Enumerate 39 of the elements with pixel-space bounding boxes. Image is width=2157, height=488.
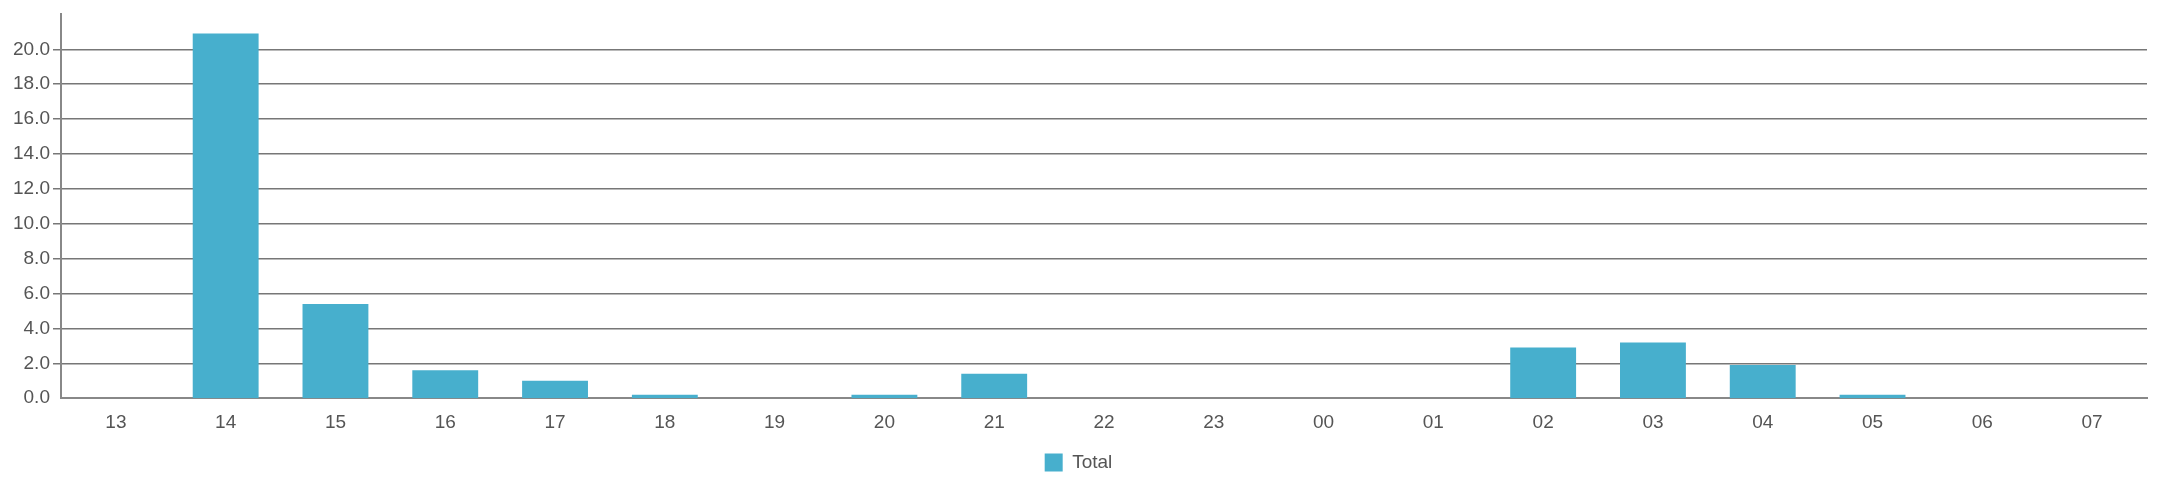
x-tick-label: 23 [1203,410,1225,432]
x-tick-label: 22 [1093,410,1115,432]
x-tick-label: 13 [105,410,127,432]
y-tick-label: 20.0 [13,37,50,59]
bar [961,373,1028,399]
bar [1510,347,1577,399]
x-tick-label: 14 [215,410,237,432]
x-tick-label: 06 [1971,410,1993,432]
y-tick-label: 4.0 [23,316,50,338]
x-tick-label: 19 [764,410,786,432]
x-tick-label: 03 [1642,410,1664,432]
x-tick-label: 16 [434,410,456,432]
y-tick-label: 8.0 [23,246,50,268]
x-tick-label: 04 [1752,410,1774,432]
x-tick-label: 17 [544,410,566,432]
y-tick-label: 14.0 [13,142,50,164]
x-tick-label: 15 [324,410,347,432]
x-tick-label: 01 [1422,410,1444,432]
y-tick-label: 18.0 [13,72,50,94]
x-tick-label: 20 [873,410,895,432]
bar [302,304,369,399]
x-tick-label: 18 [654,410,676,432]
y-tick-label: 10.0 [13,211,50,233]
bar [192,33,259,399]
x-tick-label: 05 [1861,410,1884,432]
y-tick-label: 12.0 [13,177,50,199]
bar [522,380,588,399]
x-tick-label: 07 [2081,410,2103,432]
legend-label: Total [1072,450,1113,472]
x-tick-label: 00 [1313,410,1335,432]
x-tick-label: 02 [1532,410,1554,432]
y-tick-label: 6.0 [23,281,50,303]
bar [1620,342,1686,399]
y-tick-label: 0.0 [23,386,50,408]
bar [412,370,479,399]
bar [1729,365,1796,399]
y-tick-label: 16.0 [13,107,50,129]
x-tick-label: 21 [983,410,1005,432]
y-tick-label: 2.0 [23,351,50,373]
